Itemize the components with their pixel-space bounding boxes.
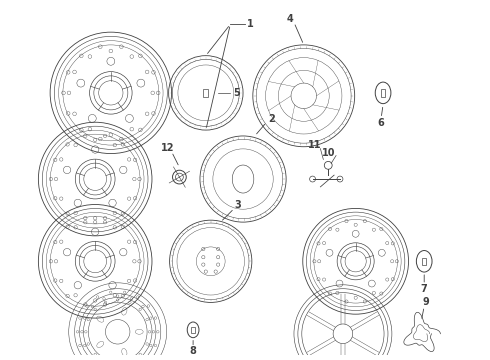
Text: 1: 1 <box>246 19 253 29</box>
Bar <box>203 89 208 97</box>
Bar <box>422 257 426 265</box>
Ellipse shape <box>416 251 432 272</box>
Text: 8: 8 <box>190 346 196 356</box>
Text: 11: 11 <box>308 140 321 150</box>
Text: 2: 2 <box>268 114 275 124</box>
Text: 9: 9 <box>423 297 430 307</box>
Circle shape <box>324 161 332 169</box>
Ellipse shape <box>232 165 254 193</box>
Text: 3: 3 <box>235 201 242 211</box>
Ellipse shape <box>375 82 391 104</box>
Circle shape <box>337 176 343 182</box>
Text: 4: 4 <box>287 14 294 24</box>
Circle shape <box>310 176 316 182</box>
Text: 7: 7 <box>421 284 428 294</box>
Bar <box>192 327 195 333</box>
Bar <box>381 89 385 96</box>
Text: 6: 6 <box>378 118 385 128</box>
Text: 5: 5 <box>233 88 240 98</box>
Text: 12: 12 <box>161 143 174 153</box>
Text: 10: 10 <box>321 148 335 158</box>
Ellipse shape <box>187 322 199 338</box>
